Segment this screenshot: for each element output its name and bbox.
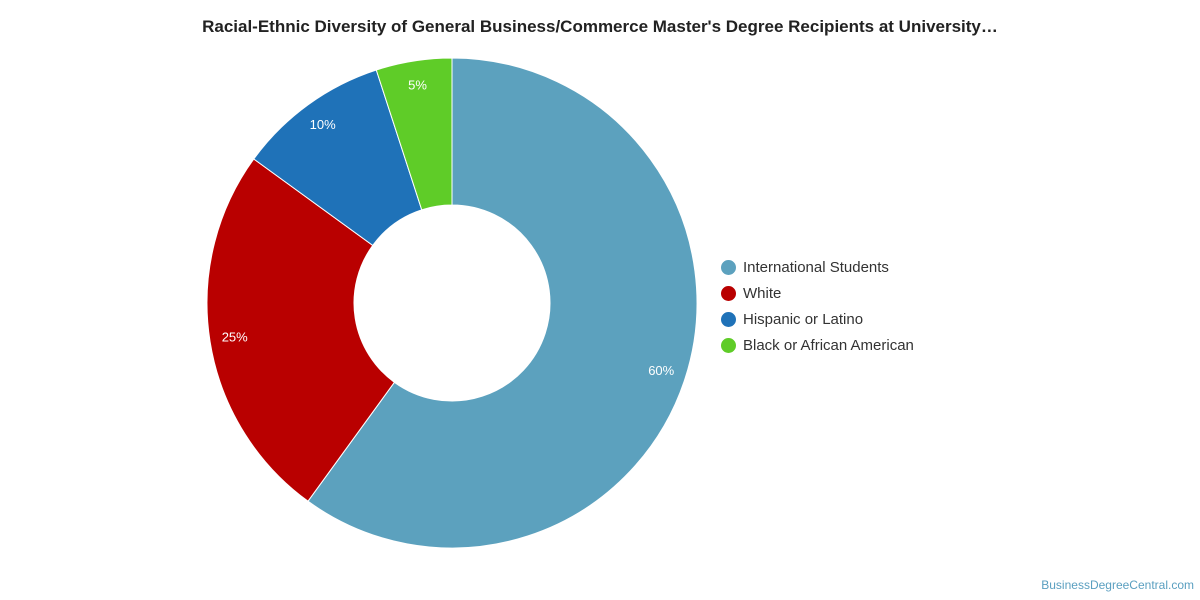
slice-value-label: 10% [310, 117, 336, 132]
legend-swatch-icon [721, 285, 736, 301]
legend-item[interactable]: Black or African American [721, 332, 914, 358]
slice-value-label: 60% [648, 363, 674, 378]
donut-slice-international-students[interactable] [307, 57, 698, 549]
chart-title: Racial-Ethnic Diversity of General Busin… [202, 17, 998, 36]
source-credit[interactable]: BusinessDegreeCentral.com [1041, 578, 1194, 592]
chart-legend: International Students White Hispanic or L… [721, 254, 914, 358]
legend-swatch-icon [721, 337, 736, 353]
legend-label: Hispanic or Latino [743, 310, 864, 328]
slice-value-label: 5% [408, 78, 427, 93]
legend-label: Black or African American [743, 336, 914, 354]
donut-slice-white[interactable] [206, 158, 396, 502]
legend-swatch-icon [721, 311, 736, 327]
legend-swatch-icon [721, 259, 736, 275]
donut-slice-black-or-african-american[interactable] [375, 57, 453, 211]
legend-item[interactable]: White [721, 280, 914, 306]
legend-label: White [743, 284, 782, 302]
legend-item[interactable]: Hispanic or Latino [721, 306, 914, 332]
legend-item[interactable]: International Students [721, 254, 914, 280]
slice-value-label: 25% [222, 329, 248, 344]
legend-label: International Students [743, 258, 889, 276]
